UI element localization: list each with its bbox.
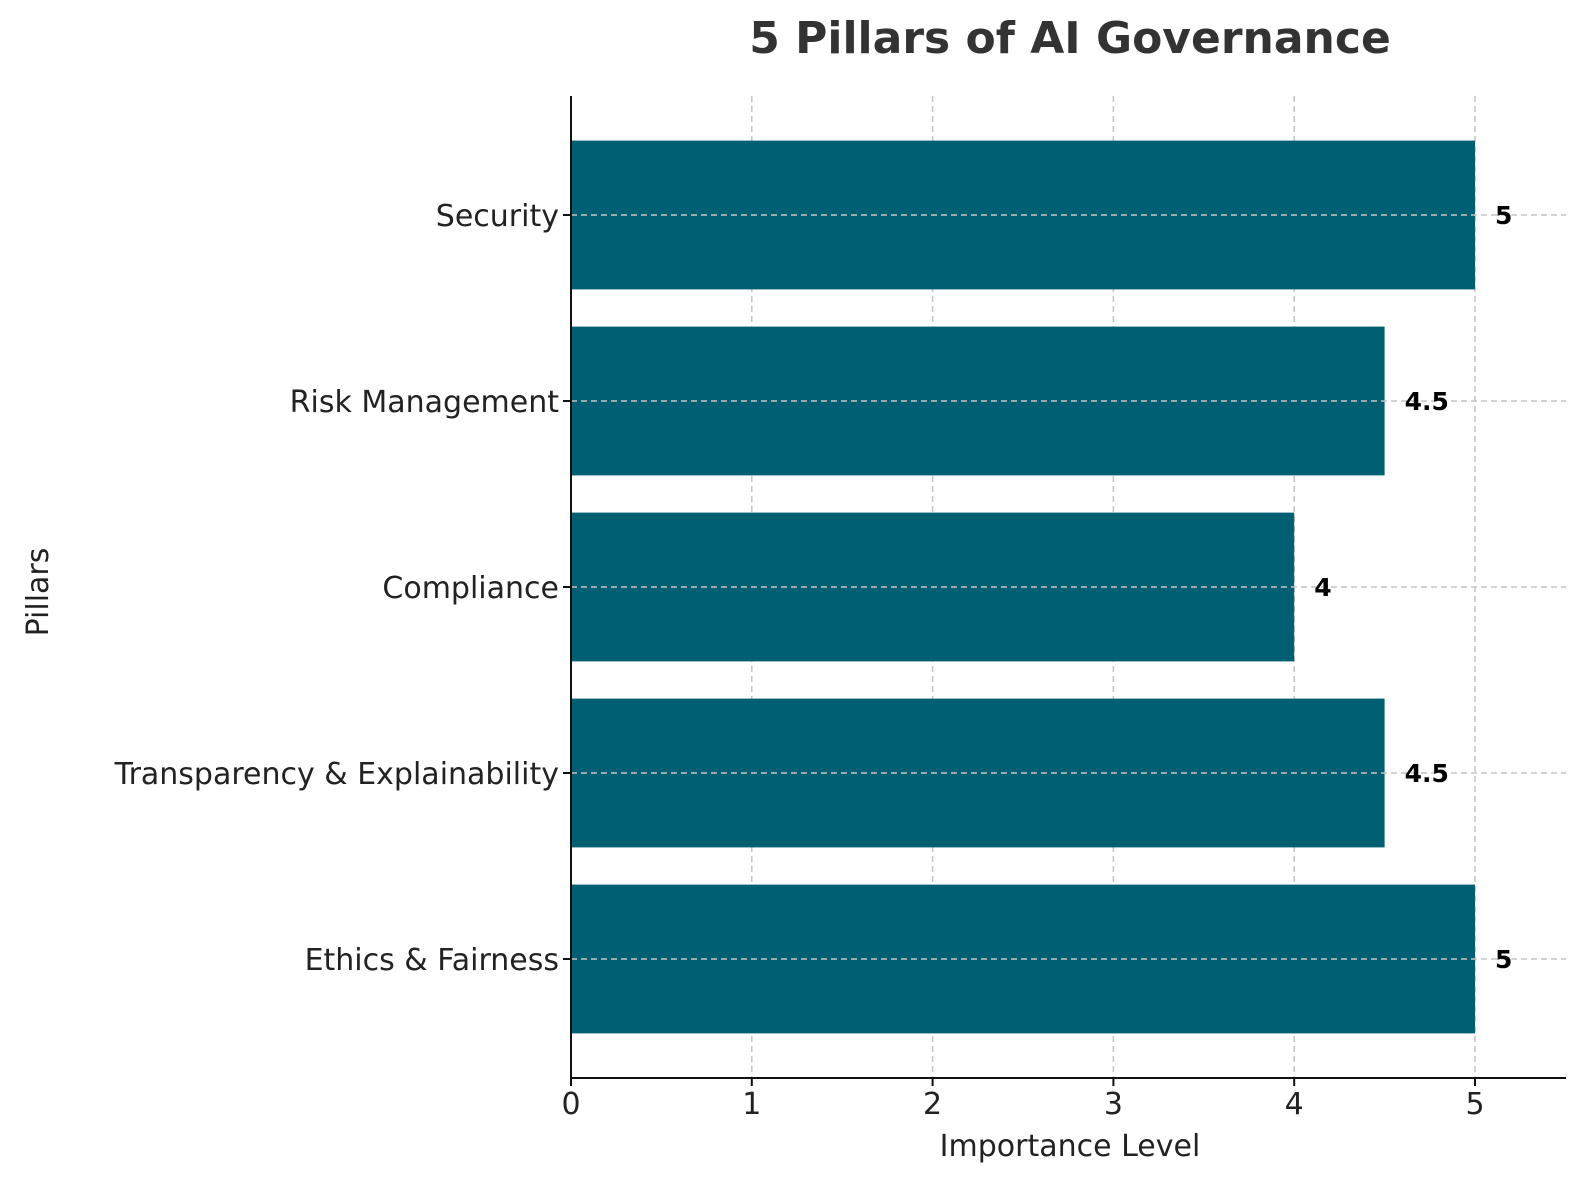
y-tick-label: Ethics & Fairness xyxy=(305,943,559,978)
x-tick-label: 5 xyxy=(1465,1087,1484,1122)
x-tick-label: 3 xyxy=(1104,1087,1123,1122)
x-tick-label: 4 xyxy=(1285,1087,1304,1122)
data-label: 4.5 xyxy=(1405,387,1449,416)
x-axis-label: Importance Level xyxy=(940,1129,1201,1164)
y-tick-label: Compliance xyxy=(382,571,559,606)
y-tick-label: Security xyxy=(436,199,559,234)
horizontal-grid-layer xyxy=(571,214,1566,960)
chart-title: 5 Pillars of AI Governance xyxy=(749,13,1391,64)
data-label: 4.5 xyxy=(1405,759,1449,788)
data-label: 5 xyxy=(1495,945,1512,974)
y-axis-label: Pillars xyxy=(21,548,56,637)
y-tick-label: Risk Management xyxy=(290,385,560,420)
axes-layer: 0 1 2 3 4 5 Ethics & Fairness Transparency & Ex… xyxy=(114,96,1566,1122)
data-labels-layer: 5 4.5 4 4.5 5 xyxy=(1314,201,1512,974)
y-tick-label: Transparency & Explainability xyxy=(114,757,559,792)
x-tick-label: 2 xyxy=(923,1087,942,1122)
data-label: 4 xyxy=(1314,573,1331,602)
data-label: 5 xyxy=(1495,201,1512,230)
x-tick-label: 0 xyxy=(561,1087,580,1122)
x-tick-label: 1 xyxy=(742,1087,761,1122)
